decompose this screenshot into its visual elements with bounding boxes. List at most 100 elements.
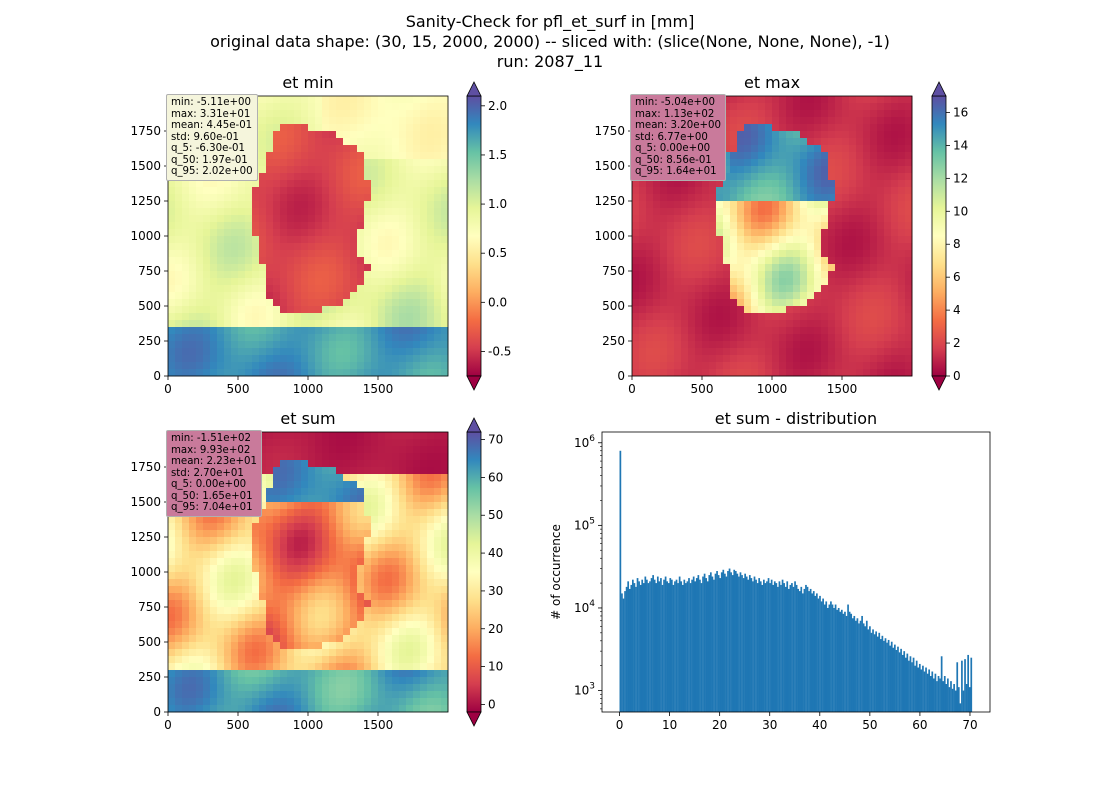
- heatmap-cell: [779, 187, 787, 195]
- heatmap-cell: [252, 656, 260, 664]
- heatmap-cell: [793, 187, 801, 195]
- heatmap-cell: [814, 173, 822, 181]
- heatmap-cell: [357, 593, 365, 601]
- heatmap-cell: [378, 110, 386, 118]
- heatmap-cell: [378, 635, 386, 643]
- heatmap-cell: [301, 621, 309, 629]
- heatmap-cell: [413, 614, 421, 622]
- heatmap-cell: [287, 474, 295, 482]
- heatmap-cell: [287, 124, 295, 132]
- heatmap-cell: [329, 446, 337, 454]
- heatmap-cell: [308, 516, 316, 524]
- heatmap-cell: [807, 257, 815, 265]
- heatmap-cell: [329, 243, 337, 251]
- heatmap-cell: [786, 159, 794, 167]
- heatmap-cell: [898, 215, 906, 223]
- heatmap-cell: [322, 649, 330, 657]
- heatmap-cell: [786, 187, 794, 195]
- heatmap-cell: [681, 243, 689, 251]
- heatmap-cell: [371, 691, 379, 699]
- heatmap-cell: [660, 229, 668, 237]
- heatmap-cell: [730, 215, 738, 223]
- heatmap-cell: [301, 355, 309, 363]
- heatmap-cell: [427, 278, 435, 286]
- heatmap-cell: [301, 257, 309, 265]
- heatmap-cell: [168, 355, 176, 363]
- heatmap-cell: [371, 677, 379, 685]
- heatmap-cell: [280, 278, 288, 286]
- heatmap-cell: [793, 264, 801, 272]
- heatmap-cell: [413, 103, 421, 111]
- heatmap-cell: [821, 110, 829, 118]
- heatmap-cell: [723, 215, 731, 223]
- heatmap-cell: [308, 621, 316, 629]
- heatmap-cell: [779, 194, 787, 202]
- heatmap-cell: [343, 369, 351, 377]
- heatmap-cell: [835, 194, 843, 202]
- heatmap-cell: [203, 656, 211, 664]
- heatmap-cell: [660, 194, 668, 202]
- heatmap-cell: [371, 607, 379, 615]
- heatmap-cell: [273, 208, 281, 216]
- heatmap-cell: [399, 642, 407, 650]
- heatmap-cell: [245, 320, 253, 328]
- heatmap-cell: [793, 369, 801, 377]
- colorbar-tick-label: 1.5: [488, 148, 507, 162]
- heatmap-cell: [364, 320, 372, 328]
- heatmap-cell: [350, 509, 358, 517]
- heatmap-cell: [842, 124, 850, 132]
- heatmap-cell: [891, 201, 899, 209]
- heatmap-cell: [406, 474, 414, 482]
- heatmap-cell: [343, 432, 351, 440]
- heatmap-cell: [772, 117, 780, 125]
- heatmap-cell: [280, 691, 288, 699]
- heatmap-cell: [667, 257, 675, 265]
- heatmap-cell: [639, 341, 647, 349]
- heatmap-cell: [441, 663, 449, 671]
- heatmap-cell: [371, 271, 379, 279]
- heatmap-cell: [779, 124, 787, 132]
- heatmap-cell: [357, 544, 365, 552]
- heatmap-cell: [392, 691, 400, 699]
- heatmap-cell: [427, 327, 435, 335]
- heatmap-cell: [702, 208, 710, 216]
- heatmap-cell: [730, 201, 738, 209]
- heatmap-cell: [420, 698, 428, 706]
- heatmap-cell: [842, 285, 850, 293]
- heatmap-cell: [385, 649, 393, 657]
- heatmap-cell: [413, 313, 421, 321]
- heatmap-cell: [287, 516, 295, 524]
- heatmap-cell: [413, 271, 421, 279]
- heatmap-cell: [392, 488, 400, 496]
- heatmap-cell: [441, 138, 449, 146]
- heatmap-cell: [660, 292, 668, 300]
- heatmap-cell: [660, 243, 668, 251]
- heatmap-cell: [301, 600, 309, 608]
- heatmap-cell: [231, 523, 239, 531]
- heatmap-cell: [399, 698, 407, 706]
- heatmap-cell: [252, 544, 260, 552]
- heatmap-cell: [413, 278, 421, 286]
- heatmap-cell: [252, 285, 260, 293]
- heatmap-cell: [905, 222, 913, 230]
- heatmap-cell: [343, 677, 351, 685]
- heatmap-cell: [308, 432, 316, 440]
- heatmap-cell: [252, 362, 260, 370]
- heatmap-cell: [378, 362, 386, 370]
- heatmap-cell: [427, 516, 435, 524]
- heatmap-cell: [224, 656, 232, 664]
- heatmap-cell: [294, 572, 302, 580]
- heatmap-cell: [406, 544, 414, 552]
- heatmap-cell: [413, 663, 421, 671]
- heatmap-cell: [441, 124, 449, 132]
- heatmap-cell: [632, 215, 640, 223]
- heatmap-cell: [343, 558, 351, 566]
- heatmap-cell: [828, 285, 836, 293]
- heatmap-cell: [681, 292, 689, 300]
- heatmap-cell: [399, 544, 407, 552]
- heatmap-cell: [182, 649, 190, 657]
- heatmap-cell: [364, 96, 372, 104]
- heatmap-cell: [751, 117, 759, 125]
- heatmap-cell: [266, 110, 274, 118]
- heatmap-cell: [392, 684, 400, 692]
